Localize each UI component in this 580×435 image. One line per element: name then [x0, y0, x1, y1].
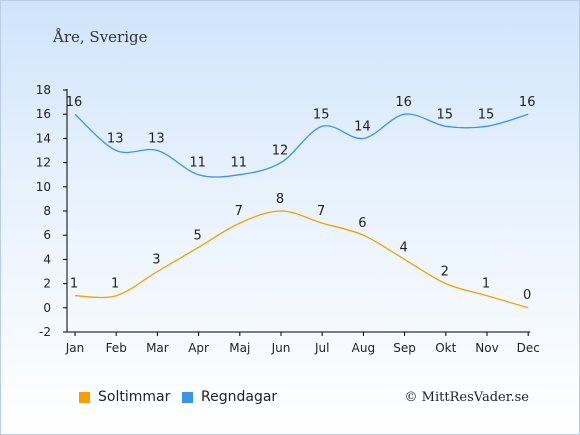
x-tick-label: Mar: [146, 341, 169, 355]
credit-text: © MittResVader.se: [404, 390, 529, 405]
data-label-soltimmar: 6: [358, 216, 366, 231]
series-line-regndagar: [74, 113, 529, 178]
y-tick-label: 0: [43, 301, 51, 315]
data-label-soltimmar: 7: [235, 204, 243, 219]
data-label-soltimmar: 7: [317, 204, 325, 219]
data-label-regndagar: 15: [313, 107, 330, 122]
y-tick-label: 18: [36, 83, 51, 97]
data-label-regndagar: 14: [354, 119, 371, 134]
x-tick-label: Feb: [106, 341, 127, 355]
x-tick-label: Jan: [65, 341, 85, 355]
y-tick-label: 10: [36, 180, 51, 194]
legend-item-regndagar: Regndagar: [182, 389, 277, 405]
data-label-soltimmar: 4: [399, 240, 407, 255]
x-tick-label: Apr: [188, 341, 209, 355]
y-tick-label: -2: [39, 325, 51, 339]
y-tick-label: 14: [36, 131, 51, 145]
y-tick-label: 8: [43, 204, 51, 218]
data-label-soltimmar: 8: [276, 192, 284, 207]
series-line-soltimmar: [74, 210, 529, 309]
data-label-regndagar: 16: [519, 95, 536, 110]
y-tick-label: 12: [36, 156, 51, 170]
data-label-soltimmar: 1: [482, 277, 490, 292]
x-tick-label: Sep: [393, 341, 416, 355]
chart-title: Åre, Sverige: [53, 28, 148, 46]
data-label-regndagar: 12: [272, 144, 289, 159]
legend-swatch-soltimmar: [79, 391, 90, 403]
data-label-regndagar: 11: [189, 156, 206, 171]
data-label-regndagar: 16: [395, 95, 412, 110]
data-label-regndagar: 11: [231, 156, 248, 171]
y-tick-label: 2: [43, 277, 51, 291]
data-label-regndagar: 13: [107, 132, 124, 147]
legend-label-regndagar: Regndagar: [201, 389, 278, 405]
x-tick-label: Jun: [271, 341, 291, 355]
data-label-soltimmar: 1: [111, 277, 119, 292]
data-label-soltimmar: 3: [152, 253, 160, 268]
x-tick-label: Nov: [475, 341, 498, 355]
data-label-soltimmar: 5: [193, 228, 201, 243]
data-label-soltimmar: 2: [441, 265, 449, 280]
data-label-soltimmar: 1: [70, 277, 78, 292]
legend-item-soltimmar: Soltimmar: [79, 389, 170, 405]
data-label-regndagar: 15: [478, 107, 495, 122]
legend-label-soltimmar: Soltimmar: [98, 389, 171, 405]
data-label-soltimmar: 0: [523, 288, 531, 303]
data-label-regndagar: 16: [66, 95, 83, 110]
y-tick-label: 4: [43, 252, 51, 266]
data-label-regndagar: 15: [437, 107, 454, 122]
legend-swatch-regndagar: [182, 391, 193, 403]
data-label-regndagar: 13: [148, 132, 165, 147]
x-tick-label: Dec: [517, 341, 540, 355]
x-tick-label: Aug: [352, 341, 375, 355]
x-tick-label: Jul: [314, 341, 329, 355]
y-tick-label: 6: [43, 228, 51, 242]
y-tick-label: 16: [36, 107, 51, 121]
x-tick-label: Okt: [435, 341, 456, 355]
x-tick-label: Maj: [229, 341, 250, 355]
